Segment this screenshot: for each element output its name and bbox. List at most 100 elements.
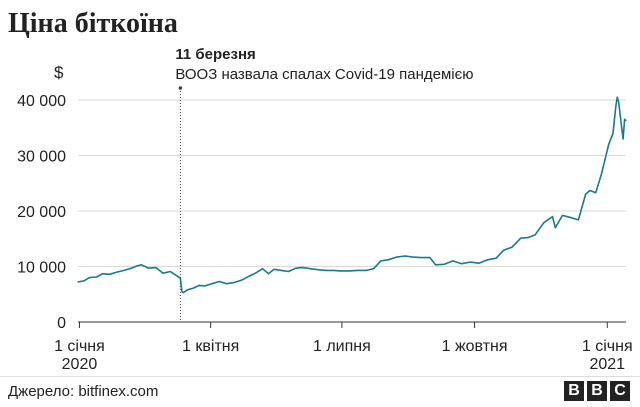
data-point (396, 256, 398, 258)
data-point (625, 119, 627, 122)
annotation-group: 11 березня ВООЗ назвала спалах Covid-19 п… (175, 46, 474, 322)
data-point (561, 214, 564, 216)
data-point (621, 127, 623, 129)
data-point (435, 264, 437, 266)
data-point (187, 289, 189, 291)
source-note: Джерело: bitfinex.com (8, 383, 159, 400)
data-point (554, 227, 556, 229)
data-point (543, 222, 545, 224)
data-point (443, 263, 445, 265)
x-tick-label: 1 липня (313, 338, 371, 355)
bbc-logo: B B C (564, 381, 630, 401)
data-point (287, 270, 290, 273)
data-point (211, 283, 213, 285)
data-point (182, 292, 184, 294)
data-point (551, 216, 554, 218)
data-point (615, 105, 617, 107)
price-series-line (77, 96, 627, 294)
data-point (302, 267, 304, 269)
data-point (387, 259, 389, 261)
data-point (585, 193, 587, 195)
data-point (218, 280, 220, 283)
data-point (478, 262, 480, 264)
data-point (365, 269, 367, 271)
data-point (109, 273, 111, 275)
annotation-date-label: 11 березня (175, 46, 255, 63)
data-point (570, 217, 572, 219)
data-point (140, 264, 143, 266)
data-point (309, 268, 311, 270)
data-point (179, 277, 181, 279)
data-point (357, 269, 359, 271)
data-point (412, 256, 414, 258)
chart-title: Ціна біткоїна (8, 8, 178, 39)
y-axis-unit-label: $ (54, 63, 64, 82)
data-point (527, 237, 529, 239)
data-point (198, 284, 200, 286)
data-point (130, 267, 132, 269)
data-point (520, 237, 522, 239)
data-point (452, 260, 454, 262)
data-point (192, 287, 194, 289)
data-point (332, 269, 334, 271)
data-point (487, 259, 489, 261)
data-point (348, 270, 350, 272)
data-point (273, 268, 275, 270)
series-layer (77, 96, 627, 294)
y-tick-label: 20 000 (17, 204, 66, 221)
data-point (101, 273, 104, 275)
data-point (618, 102, 620, 104)
y-tick-label: 0 (57, 315, 66, 332)
data-point (622, 138, 624, 140)
data-point (318, 269, 320, 271)
data-point (511, 246, 513, 248)
gridlines (78, 99, 626, 267)
x-tick-sublabel: 2021 (589, 356, 625, 373)
data-point (175, 274, 177, 276)
data-point (577, 219, 580, 221)
x-tick-label: 1 жовтня (442, 338, 508, 355)
data-point (469, 261, 471, 263)
data-point (136, 265, 138, 267)
data-point (339, 270, 342, 272)
footer-divider (0, 376, 640, 377)
annotation-marker-dot (178, 86, 183, 90)
data-point (83, 280, 85, 282)
data-point (616, 96, 618, 98)
data-point (181, 290, 183, 293)
data-point (254, 272, 256, 274)
data-point (280, 269, 282, 271)
data-point (404, 255, 406, 257)
data-point (595, 192, 597, 194)
data-point (148, 267, 150, 269)
annotation-description: ВООЗ назвала спалах Covid-19 пандемією (175, 66, 473, 83)
data-point (624, 118, 626, 120)
data-point (295, 267, 297, 269)
data-point (225, 283, 228, 285)
data-point (88, 277, 91, 279)
data-point (380, 260, 382, 262)
data-point (325, 269, 327, 271)
data-point (249, 275, 251, 277)
data-point (233, 282, 235, 284)
bbc-logo-letter: C (610, 381, 630, 401)
data-point (169, 270, 171, 273)
data-point (608, 143, 610, 145)
x-tick-label: 1 квітня (182, 338, 239, 355)
y-tick-label: 10 000 (17, 260, 66, 277)
data-point (600, 173, 603, 175)
data-point (240, 279, 242, 281)
data-point (162, 272, 164, 274)
data-point (461, 263, 463, 265)
data-point (204, 285, 206, 287)
data-point (502, 249, 504, 251)
data-point (612, 132, 614, 134)
x-tick-label: 1 січня (54, 338, 105, 355)
data-point (262, 268, 264, 270)
data-point (534, 234, 536, 236)
x-tick-label: 1 січня (582, 338, 633, 355)
y-tick-label: 40 000 (17, 93, 66, 110)
data-point (267, 273, 269, 275)
